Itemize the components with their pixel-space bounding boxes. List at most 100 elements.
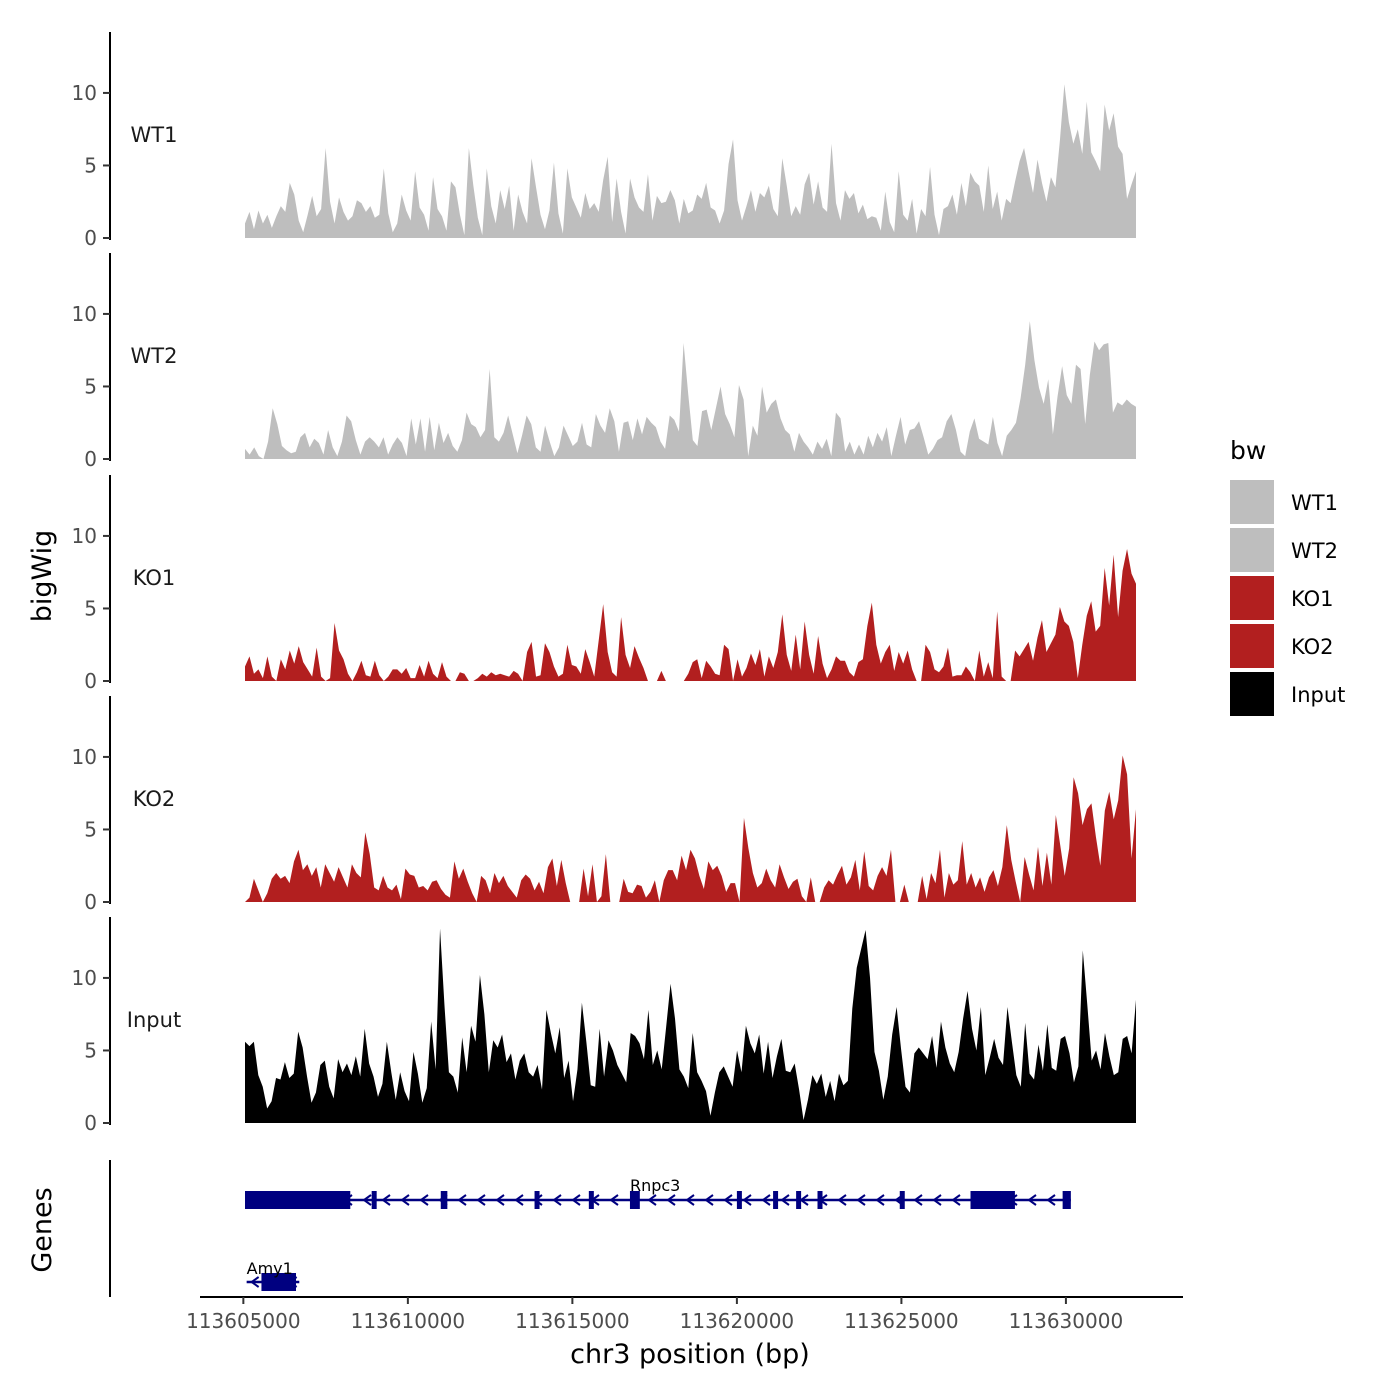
coverage-area-ko1: [245, 548, 1136, 681]
x-tick-label: 113625000: [844, 1309, 959, 1333]
track-ko1: 0 5 10 KO1: [72, 475, 1136, 693]
exon: [773, 1191, 779, 1209]
legend-label-ko2: KO2: [1291, 635, 1334, 659]
strand-arrow: [913, 1194, 923, 1206]
y-tick-label: 0: [84, 890, 97, 914]
gene-amy1: Amy1: [246, 1259, 300, 1291]
track-label: Input: [127, 1008, 181, 1032]
legend: bw WT1 WT2 KO1 KO2 Input: [1230, 436, 1345, 716]
exon: [440, 1191, 448, 1209]
exon: [534, 1191, 540, 1209]
strand-arrow: [761, 1194, 771, 1206]
track-ko2: 0 5 10 KO2: [72, 696, 1136, 914]
x-axis: 113605000 113610000 113615000 113620000 1136…: [186, 1296, 1183, 1333]
track-input: 0 5 10 Input: [72, 917, 1136, 1135]
y-tick-label: 5: [84, 817, 97, 841]
strand-arrow: [875, 1194, 885, 1206]
x-axis-title: chr3 position (bp): [570, 1339, 810, 1370]
exon: [736, 1191, 742, 1209]
strand-arrow: [609, 1194, 619, 1206]
track-label: KO2: [133, 787, 176, 811]
y-tick-label: 5: [84, 153, 97, 177]
y-tick-label: 0: [84, 669, 97, 693]
strand-arrow: [476, 1194, 486, 1206]
strand-arrow: [495, 1194, 505, 1206]
coverage-area-ko2: [245, 755, 1136, 902]
legend-swatch-wt2: [1230, 528, 1274, 572]
y-tick-label: 10: [72, 81, 97, 105]
legend-label-wt1: WT1: [1291, 491, 1338, 515]
y-tick-label: 10: [72, 302, 97, 326]
strand-arrow: [742, 1194, 752, 1206]
y-tick-label: 10: [72, 524, 97, 548]
strand-arrow: [381, 1194, 391, 1206]
strand-arrow: [685, 1194, 695, 1206]
strand-arrow: [1046, 1194, 1056, 1206]
strand-arrow: [837, 1194, 847, 1206]
gene-label: Rnpc3: [630, 1176, 680, 1195]
y-tick-label: 0: [84, 1111, 97, 1135]
strand-arrow: [1027, 1194, 1037, 1206]
track-label: WT1: [131, 123, 178, 147]
strand-arrow: [249, 1276, 260, 1288]
coverage-panels: 0 5 10 WT1 0 5 10 WT2 0 5 10 KO1 0 5 10 KO2 0 5 10 Input: [72, 32, 1136, 1135]
strand-arrow: [552, 1194, 562, 1206]
track-wt1: 0 5 10 WT1: [72, 32, 1136, 250]
exon: [261, 1273, 296, 1291]
exon: [371, 1191, 377, 1209]
strand-arrow: [780, 1194, 790, 1206]
gene-track-panel: Rnpc3 Amy1: [109, 1160, 1071, 1297]
y-tick-label: 5: [84, 596, 97, 620]
y-tick-label: 5: [84, 374, 97, 398]
strand-arrow: [856, 1194, 866, 1206]
strand-arrow: [514, 1194, 524, 1206]
strand-arrow: [362, 1194, 372, 1206]
strand-arrow: [723, 1194, 733, 1206]
legend-swatch-ko1: [1230, 576, 1274, 620]
x-tick-label: 113605000: [186, 1309, 301, 1333]
legend-label-input: Input: [1291, 683, 1345, 707]
track-label: KO1: [133, 566, 176, 590]
y-tick-label: 0: [84, 226, 97, 250]
gene-label: Amy1: [247, 1259, 293, 1278]
coverage-area-wt2: [245, 321, 1136, 459]
legend-swatch-input: [1230, 672, 1274, 716]
exon: [970, 1191, 1015, 1209]
y-tick-label: 10: [72, 966, 97, 990]
exon: [899, 1191, 905, 1209]
strand-arrow: [457, 1194, 467, 1206]
coverage-area-input: [245, 928, 1136, 1123]
y-tick-label: 10: [72, 745, 97, 769]
track-wt2: 0 5 10 WT2: [72, 253, 1136, 471]
y-axis-title: bigWig: [27, 530, 58, 623]
genes-axis-title: Genes: [27, 1187, 58, 1272]
strand-arrow: [666, 1194, 676, 1206]
legend-swatch-ko2: [1230, 624, 1274, 668]
strand-arrow: [400, 1194, 410, 1206]
exon: [796, 1191, 802, 1209]
x-tick-label: 113630000: [1009, 1309, 1124, 1333]
exon: [588, 1191, 594, 1209]
strand-arrow: [951, 1194, 961, 1206]
exon: [245, 1191, 351, 1209]
exon: [1062, 1191, 1071, 1209]
exon: [629, 1191, 640, 1209]
x-tick-label: 113615000: [515, 1309, 630, 1333]
track-label: WT2: [131, 344, 178, 368]
legend-title: bw: [1230, 436, 1266, 465]
exon: [817, 1191, 823, 1209]
x-tick-label: 113610000: [351, 1309, 466, 1333]
y-tick-label: 0: [84, 447, 97, 471]
strand-arrow: [647, 1194, 657, 1206]
x-tick-label: 113620000: [680, 1309, 795, 1333]
strand-arrow: [704, 1194, 714, 1206]
legend-label-wt2: WT2: [1291, 539, 1338, 563]
strand-arrow: [571, 1194, 581, 1206]
gene-rnpc3: Rnpc3: [245, 1176, 1071, 1209]
coverage-area-wt1: [245, 84, 1136, 238]
legend-swatch-wt1: [1230, 480, 1274, 524]
legend-label-ko1: KO1: [1291, 587, 1334, 611]
y-tick-label: 5: [84, 1038, 97, 1062]
strand-arrow: [419, 1194, 429, 1206]
